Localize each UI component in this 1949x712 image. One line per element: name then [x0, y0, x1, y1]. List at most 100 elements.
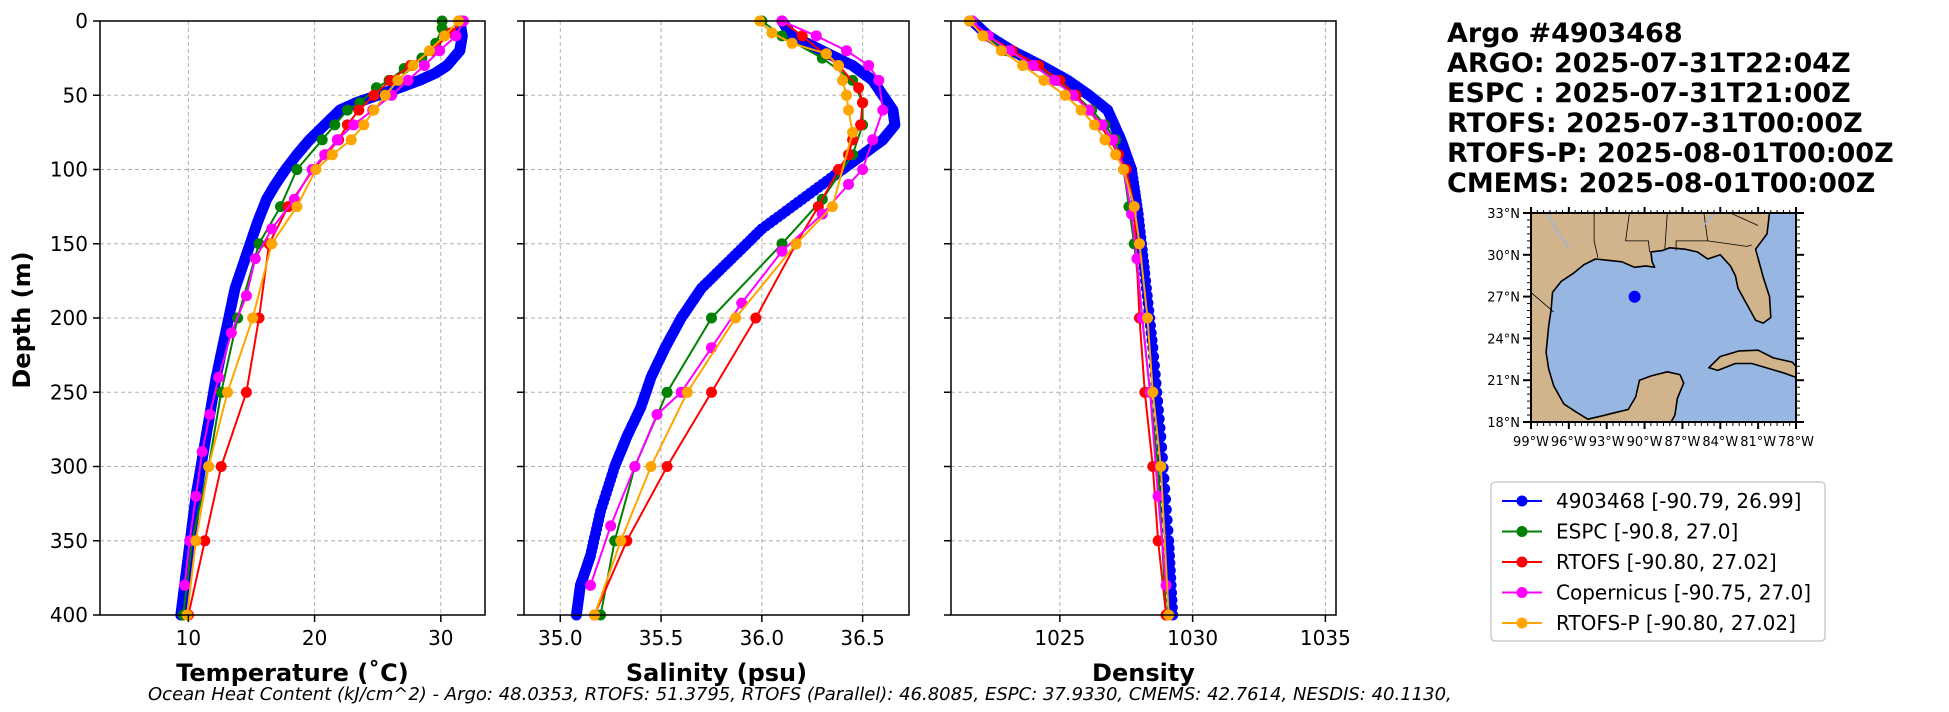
data-point [190, 535, 202, 547]
data-point [345, 134, 357, 146]
data-point [225, 327, 237, 339]
data-point [857, 164, 869, 175]
y-tick-label: 250 [50, 380, 88, 404]
data-point [820, 48, 832, 60]
map-lat-label: 30°N [1487, 249, 1520, 264]
data-point [796, 30, 808, 42]
data-point [1134, 238, 1145, 250]
data-point [266, 238, 278, 250]
x-tick-label: 20 [302, 626, 327, 650]
data-point [841, 89, 852, 101]
map-river [1546, 212, 1570, 249]
data-point [790, 238, 802, 250]
y-tick-label: 350 [50, 529, 88, 553]
y-tick-label: 150 [50, 232, 88, 256]
data-point [1088, 119, 1100, 131]
x-axis-label: Temperature (˚C) [176, 659, 409, 687]
data-point [316, 134, 328, 146]
data-point [190, 490, 202, 502]
data-point [706, 386, 717, 398]
x-axis-label: Density [1092, 659, 1195, 687]
y-tick-label: 100 [50, 158, 88, 182]
data-point [1027, 60, 1039, 71]
data-point [348, 119, 360, 131]
data-point [847, 126, 859, 138]
x-tick-label: 1030 [1167, 626, 1218, 650]
data-point [379, 89, 391, 101]
argo-location-marker [1628, 290, 1641, 303]
data-point [196, 446, 208, 458]
legend-item: RTOFS [-90.80, 27.02] [1502, 550, 1777, 574]
data-point [681, 386, 693, 398]
data-point [629, 461, 641, 472]
map-lon-label: 78°W [1778, 435, 1814, 450]
map-land-north-america [1530, 212, 1772, 423]
x-tick-label: 36.0 [740, 626, 785, 650]
data-point [1147, 386, 1159, 398]
data-point [240, 290, 252, 302]
map-border [1707, 240, 1752, 247]
data-point [645, 461, 657, 472]
title-line-1: Argo #4903468 [1447, 18, 1683, 49]
data-point [833, 60, 844, 71]
x-tick-label: 30 [428, 626, 453, 650]
data-point [585, 579, 596, 591]
data-point [213, 371, 225, 383]
data-point [1128, 201, 1140, 213]
data-point [249, 253, 261, 265]
data-point [1107, 134, 1119, 146]
data-point [853, 82, 865, 94]
legend-item: 4903468 [-90.79, 26.99] [1502, 489, 1801, 513]
data-point [810, 30, 822, 42]
data-point [402, 74, 414, 86]
title-line-4: RTOFS: 2025-07-31T00:00Z [1447, 108, 1863, 139]
data-point [1158, 472, 1170, 484]
title-line-6: CMEMS: 2025-08-01T00:00Z [1447, 168, 1875, 199]
panel-2: 35.0 35.5 36.0 36.5 Salinity (psu) [517, 15, 910, 687]
y-tick-label: 0 [75, 9, 88, 33]
data-point [730, 312, 742, 324]
y-tick-label: 50 [63, 83, 88, 107]
series-rtofs_p [589, 15, 859, 621]
data-point [1059, 89, 1071, 101]
data-point [1017, 60, 1029, 71]
title-line-5: RTOFS-P: 2025-08-01T00:00Z [1447, 138, 1894, 169]
data-point [439, 30, 451, 42]
map-lon-label: 84°W [1702, 435, 1738, 450]
map-lon-label: 87°W [1664, 435, 1700, 450]
data-point [222, 386, 233, 398]
data-point [977, 30, 989, 42]
data-point [1110, 149, 1122, 161]
data-point [857, 97, 869, 109]
data-point [816, 208, 828, 220]
series-copernicus [585, 15, 889, 591]
data-point [358, 119, 370, 131]
data-point [326, 149, 338, 161]
title-block: Argo #4903468 ARGO: 2025-07-31T22:04Z ES… [1447, 18, 1894, 199]
title-line-2: ARGO: 2025-07-31T22:04Z [1447, 48, 1851, 79]
map-lat-label: 24°N [1487, 332, 1520, 347]
data-point [291, 201, 303, 213]
data-point [651, 409, 663, 420]
map-lat-label: 18°N [1487, 416, 1520, 431]
legend-swatch-marker [1516, 495, 1528, 507]
data-point [661, 386, 673, 398]
legend-label: Copernicus [-90.75, 27.0] [1556, 581, 1811, 605]
data-point [215, 461, 227, 472]
data-point [204, 409, 216, 420]
data-point [826, 201, 838, 213]
data-point [863, 60, 875, 71]
data-point [266, 223, 278, 235]
map-border [1675, 212, 1709, 251]
map-lon-label: 93°W [1589, 435, 1625, 450]
x-tick-label: 1025 [1034, 626, 1085, 650]
ocean-heat-content-footer: Ocean Heat Content (kJ/cm^2) - Argo: 48.… [148, 684, 1452, 705]
y-tick-label: 400 [50, 603, 88, 627]
data-point [353, 104, 365, 116]
legend-item: Copernicus [-90.75, 27.0] [1502, 581, 1811, 605]
map-lon-label: 81°W [1740, 435, 1776, 450]
legend-frame [1490, 481, 1826, 642]
x-tick-label: 10 [176, 626, 201, 650]
legend-item: ESPC [-90.8, 27.0] [1502, 520, 1738, 544]
